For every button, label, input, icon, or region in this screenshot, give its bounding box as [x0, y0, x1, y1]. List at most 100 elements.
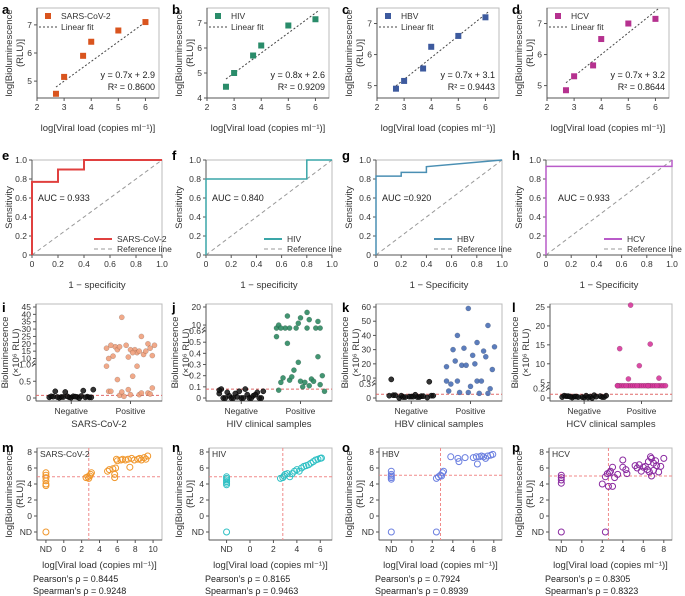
y-tick-label: 2 — [199, 495, 204, 505]
negative-point — [258, 395, 265, 401]
negative-point — [585, 394, 592, 401]
linear-fit-line — [55, 19, 149, 88]
pearson-label: Pearson’s ρ = 0.7924 — [375, 574, 460, 584]
reference-line — [545, 159, 673, 256]
data-point — [223, 481, 231, 489]
y-axis-label: log[Bioluminescence(RLU)] — [344, 450, 366, 537]
y-axis-label: Bioluminescence(×10⁶ RLU) — [170, 317, 192, 389]
y-tick-label: 6 — [369, 463, 374, 473]
data-point — [660, 454, 668, 462]
data-point — [571, 73, 578, 80]
y-axis-label-line: (×10⁶ RLU) — [181, 329, 192, 377]
y-tick-label: 0.6 — [15, 193, 27, 203]
panel-label: h — [512, 148, 520, 163]
y-tick-label: 2 — [27, 495, 32, 505]
x-tick-label: 0.2 — [565, 259, 577, 269]
x-tick-label: 0 — [61, 544, 66, 554]
y-tick-label: 1.0 — [529, 155, 541, 165]
y-tick-label: 30 — [22, 324, 32, 334]
y-tick-label: 8 — [539, 447, 544, 457]
x-tick-label: 0.2 — [225, 259, 237, 269]
panel-label: c — [342, 2, 349, 17]
x-tick-label: ND — [40, 544, 52, 554]
data-point — [652, 457, 660, 465]
y-tick-label: 7 — [197, 18, 202, 28]
data-point — [601, 528, 609, 536]
y-tick-label: 6 — [367, 50, 372, 60]
positive-point — [319, 372, 326, 379]
positive-point — [474, 339, 480, 346]
x-tick-label: 4 — [97, 544, 102, 554]
legend-series-label: HCV — [571, 11, 589, 21]
positive-point — [280, 375, 286, 381]
positive-point — [147, 345, 153, 352]
x-tick-label: 3 — [402, 102, 407, 112]
data-point — [432, 528, 440, 536]
positive-point — [443, 378, 450, 384]
r-squared: R² = 0.8644 — [618, 82, 665, 92]
x-tick-label: 0 — [579, 544, 584, 554]
y-tick-label: 5 — [537, 81, 542, 91]
panel-label: l — [512, 300, 516, 315]
negative-point — [426, 378, 433, 385]
positive-point — [108, 388, 114, 395]
y-axis-label-line: (RLU)] — [355, 39, 366, 67]
data-point — [312, 16, 319, 23]
y-tick-label: 0 — [27, 511, 32, 521]
positive-point — [278, 325, 284, 331]
positive-point — [315, 318, 321, 325]
positive-point — [288, 373, 295, 380]
negative-point — [575, 394, 582, 400]
panel-label: a — [2, 2, 10, 17]
x-tick-label: 4 — [429, 102, 434, 112]
x-axis-label: 1 − specificity — [240, 280, 298, 291]
data-point — [288, 470, 296, 478]
x-tick-label: 0 — [204, 259, 209, 269]
positive-point — [317, 381, 323, 388]
data-point — [420, 65, 427, 72]
x-tick-label: 8 — [661, 544, 666, 554]
data-point — [489, 450, 497, 458]
data-point — [105, 466, 113, 474]
positive-point — [469, 352, 476, 359]
x-tick-label: 0.6 — [104, 259, 116, 269]
data-point — [447, 453, 455, 461]
y-tick-label: 4 — [199, 479, 204, 489]
positive-point — [645, 382, 651, 389]
y-tick-label: 1.0 — [359, 155, 371, 165]
y-tick-label: 0 — [540, 393, 545, 403]
x-tick-label: 1.0 — [496, 259, 508, 269]
y-tick-label: 4 — [369, 479, 374, 489]
data-point — [42, 469, 50, 477]
x-tick-label: 0.4 — [590, 259, 602, 269]
positive-point — [116, 343, 123, 350]
legend-series-label: HIV — [287, 234, 302, 244]
x-tick-label: 4 — [450, 544, 455, 554]
positive-point — [275, 387, 282, 394]
legend-fit-label: Linear fit — [401, 22, 434, 32]
legend-reference-label: Reference line — [627, 244, 682, 254]
x-tick-label: 1.0 — [326, 259, 338, 269]
negative-point — [412, 391, 419, 398]
y-tick-label: 0 — [366, 393, 371, 403]
x-axis-label: log[Viral load (copies ml⁻¹)] — [383, 560, 498, 571]
positive-point — [445, 388, 452, 394]
x-tick-label: 6 — [313, 102, 318, 112]
y-axis-label: Sensitivity — [4, 186, 15, 229]
positive-point — [138, 333, 145, 340]
data-point — [482, 14, 489, 21]
panel-label: g — [342, 148, 350, 163]
data-point — [557, 479, 565, 487]
x-tick-label: 6 — [653, 102, 658, 112]
positive-point — [284, 313, 291, 319]
y-axis-label: log[Bioluminescence(RLU)] — [344, 9, 366, 96]
negative-point — [82, 394, 89, 401]
positive-point — [443, 363, 450, 370]
y-tick-label: 0 — [369, 511, 374, 521]
panel-n: n ND 0 2 4 6 ND 0 2 4 6 8 HIV log[Viral load (copies … — [172, 440, 333, 596]
negative-point — [52, 388, 59, 395]
positive-point — [454, 332, 461, 339]
panel-o: o ND 0 2 4 6 8 ND 0 2 4 6 8 HBV log[Viral load (copies… — [342, 440, 503, 596]
